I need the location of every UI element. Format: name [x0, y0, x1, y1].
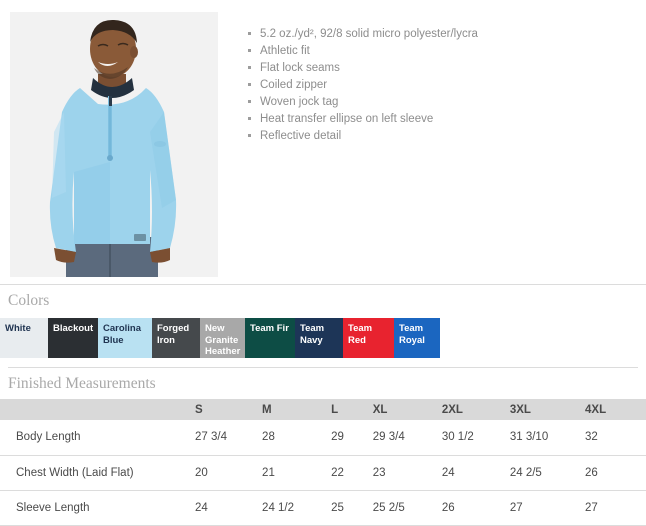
colors-heading: Colors: [8, 292, 50, 309]
measurements-table-wrap: S M L XL 2XL 3XL 4XL Body Length 27 3/4 …: [0, 399, 646, 526]
cell-3xl: 24 2/5: [509, 455, 586, 491]
bullet-icon: [248, 32, 251, 35]
measurements-heading: Finished Measurements: [8, 375, 156, 392]
cell-l: 29: [331, 420, 373, 456]
swatch-label: Team Fir: [250, 323, 289, 334]
bullet-icon: [248, 83, 251, 86]
product-overview: 5.2 oz./yd², 92/8 solid micro polyester/…: [10, 12, 646, 277]
table-col-header-l: L: [331, 403, 339, 416]
color-swatch-new-granite-heather[interactable]: New Granite Heather: [200, 318, 245, 358]
section-divider-measurements: [8, 367, 638, 368]
bullet-icon: [248, 134, 251, 137]
swatch-label: White: [5, 323, 31, 334]
bullet-icon: [248, 66, 251, 69]
feature-text: 5.2 oz./yd², 92/8 solid micro polyester/…: [260, 28, 478, 40]
feature-text: Flat lock seams: [260, 62, 340, 74]
color-swatch-team-red[interactable]: Team Red: [343, 318, 394, 358]
product-photo-illustration: [10, 12, 218, 277]
bullet-icon: [248, 100, 251, 103]
color-swatch-team-fir[interactable]: Team Fir: [245, 318, 295, 358]
cell-m: 28: [262, 420, 332, 456]
list-item: Woven jock tag: [246, 94, 646, 110]
cell-3xl: 31 3/10: [509, 420, 586, 456]
color-swatch-team-navy[interactable]: Team Navy: [295, 318, 343, 358]
table-row: Body Length 27 3/4 28 29 29 3/4 30 1/2 3…: [0, 420, 646, 456]
swatch-label: Team Red: [348, 323, 373, 346]
measurements-table: S M L XL 2XL 3XL 4XL Body Length 27 3/4 …: [0, 399, 646, 526]
swatch-label: New Granite Heather: [205, 323, 241, 357]
row-label: Body Length: [0, 420, 196, 456]
feature-text: Coiled zipper: [260, 79, 328, 91]
list-item: Reflective detail: [246, 128, 646, 144]
table-col-header-2xl: 2XL: [441, 403, 463, 416]
color-swatch-carolina-blue[interactable]: Carolina Blue: [98, 318, 152, 358]
cell-s: 27 3/4: [195, 420, 263, 456]
swatch-label: Team Royal: [399, 323, 425, 346]
list-item: 5.2 oz./yd², 92/8 solid micro polyester/…: [246, 26, 646, 42]
cell-xl: 23: [372, 455, 442, 491]
cell-m: 21: [262, 455, 332, 491]
list-item: Flat lock seams: [246, 60, 646, 76]
table-col-header-s: S: [195, 403, 203, 416]
feature-text: Reflective detail: [260, 130, 342, 142]
color-swatch-row: White Blackout Carolina Blue Forged Iron…: [0, 318, 646, 358]
color-swatch-forged-iron[interactable]: Forged Iron: [152, 318, 200, 358]
bullet-icon: [248, 49, 251, 52]
swatch-label: Forged Iron: [157, 323, 190, 346]
table-col-header-xl: XL: [372, 403, 388, 416]
feature-text: Heat transfer ellipse on left sleeve: [260, 113, 434, 125]
cell-2xl: 24: [441, 455, 510, 491]
list-item: Heat transfer ellipse on left sleeve: [246, 111, 646, 127]
cell-4xl: 26: [585, 455, 646, 491]
swatch-label: Team Navy: [300, 323, 325, 346]
table-header: S M L XL 2XL 3XL 4XL: [0, 399, 646, 420]
list-item: Coiled zipper: [246, 77, 646, 93]
color-swatch-blackout[interactable]: Blackout: [48, 318, 98, 358]
cell-2xl: 30 1/2: [441, 420, 510, 456]
color-swatch-team-royal[interactable]: Team Royal: [394, 318, 440, 358]
bullet-icon: [248, 117, 251, 120]
color-swatch-white[interactable]: White: [0, 318, 48, 358]
row-label: Chest Width (Laid Flat): [0, 455, 196, 491]
swatch-label: Carolina Blue: [103, 323, 142, 346]
table-col-header-m: M: [262, 403, 272, 416]
feature-text: Woven jock tag: [260, 96, 339, 108]
list-item: Athletic fit: [246, 43, 646, 59]
table-col-header-blank: [0, 399, 195, 420]
feature-text: Athletic fit: [260, 45, 310, 57]
table-header-row: S M L XL 2XL 3XL 4XL: [0, 399, 646, 420]
swatch-label: Blackout: [53, 323, 94, 334]
table-body: Body Length 27 3/4 28 29 29 3/4 30 1/2 3…: [0, 420, 646, 526]
table-col-header-4xl: 4XL: [585, 403, 607, 416]
product-feature-list: 5.2 oz./yd², 92/8 solid micro polyester/…: [246, 26, 646, 145]
cell-s: 20: [195, 455, 263, 491]
cell-l: 22: [331, 455, 373, 491]
section-divider-colors: [0, 284, 646, 285]
cell-xl: 29 3/4: [372, 420, 442, 456]
product-image[interactable]: [10, 12, 218, 277]
table-row: Chest Width (Laid Flat) 20 21 22 23 24 2…: [0, 455, 646, 491]
cell-4xl: 32: [585, 420, 646, 456]
table-col-header-3xl: 3XL: [509, 403, 531, 416]
